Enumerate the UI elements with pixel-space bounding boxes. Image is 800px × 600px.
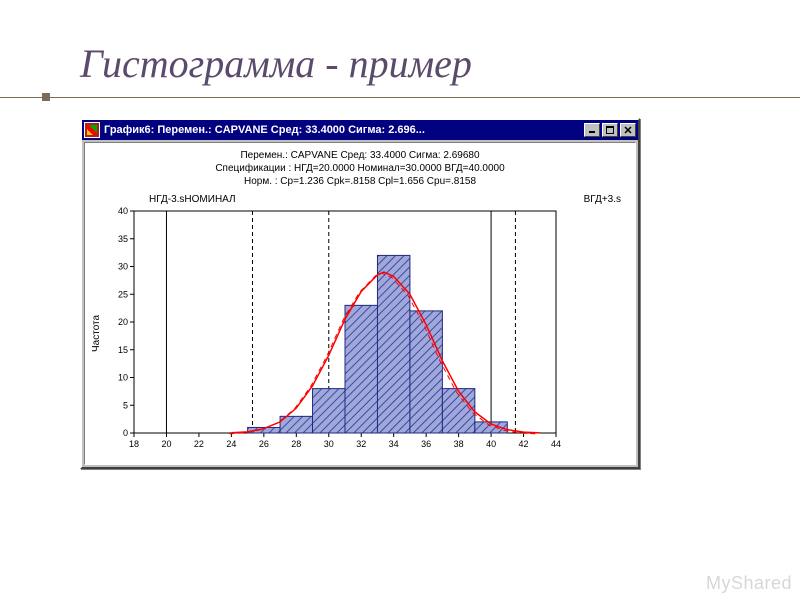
watermark: MyShared [706, 573, 792, 594]
label-minus3s: -3.s [168, 194, 185, 205]
slide-container: Гистограмма - пример График6: Перемен.: … [0, 0, 800, 600]
plot-wrap: Частота 0 5 10 15 20 25 30 35 40 18 20 22 24 26 28 30 32… [89, 207, 631, 460]
svg-text:32: 32 [356, 439, 366, 449]
svg-text:20: 20 [161, 439, 171, 449]
header-line-1: Перемен.: CAPVANE Сред: 33.4000 Сигма: 2… [89, 149, 631, 162]
label-nominal: НОМИНАЛ [184, 194, 235, 205]
svg-text:34: 34 [389, 439, 399, 449]
svg-text:20: 20 [118, 317, 128, 327]
svg-text:44: 44 [551, 439, 561, 449]
top-reference-labels: НГД -3.s НОМИНАЛ ВГД +3.s [149, 194, 621, 205]
svg-text:25: 25 [118, 289, 128, 299]
app-window: График6: Перемен.: CAPVANE Сред: 33.4000… [80, 118, 640, 469]
label-plus3s: +3.s [602, 194, 621, 205]
svg-text:30: 30 [118, 262, 128, 272]
svg-text:38: 38 [454, 439, 464, 449]
svg-text:28: 28 [291, 439, 301, 449]
label-ngd: НГД [149, 194, 168, 205]
histogram-chart: 0 5 10 15 20 25 30 35 40 18 20 22 24 26 28 30 32 34 36 38 40… [104, 207, 564, 457]
svg-text:18: 18 [129, 439, 139, 449]
accent-bar [70, 95, 730, 100]
minimize-button[interactable] [584, 123, 600, 137]
slide-title: Гистограмма - пример [80, 40, 730, 87]
svg-text:10: 10 [118, 373, 128, 383]
label-vgd: ВГД [584, 194, 602, 205]
window-title: График6: Перемен.: CAPVANE Сред: 33.4000… [104, 124, 584, 136]
titlebar[interactable]: График6: Перемен.: CAPVANE Сред: 33.4000… [82, 120, 638, 140]
y-axis-label: Частота [89, 207, 104, 460]
svg-text:35: 35 [118, 234, 128, 244]
svg-text:0: 0 [123, 428, 128, 438]
svg-text:40: 40 [486, 439, 496, 449]
svg-text:36: 36 [421, 439, 431, 449]
svg-text:5: 5 [123, 400, 128, 410]
svg-text:30: 30 [324, 439, 334, 449]
svg-text:15: 15 [118, 345, 128, 355]
svg-text:22: 22 [194, 439, 204, 449]
plot-area: 0 5 10 15 20 25 30 35 40 18 20 22 24 26 28 30 32 34 36 38 40… [104, 207, 631, 460]
client-area: Перемен.: CAPVANE Сред: 33.4000 Сигма: 2… [84, 142, 636, 465]
header-line-3: Норм. : Cp=1.236 Cpk=.8158 Cpl=1.656 Cpu… [89, 175, 631, 188]
maximize-button[interactable] [602, 123, 618, 137]
svg-text:26: 26 [259, 439, 269, 449]
app-icon [84, 122, 100, 138]
header-line-2: Спецификации : НГД=20.0000 Номинал=30.00… [89, 162, 631, 175]
svg-text:40: 40 [118, 207, 128, 216]
chart-headers: Перемен.: CAPVANE Сред: 33.4000 Сигма: 2… [89, 149, 631, 188]
svg-text:24: 24 [226, 439, 236, 449]
close-button[interactable] [620, 123, 636, 137]
svg-text:42: 42 [519, 439, 529, 449]
